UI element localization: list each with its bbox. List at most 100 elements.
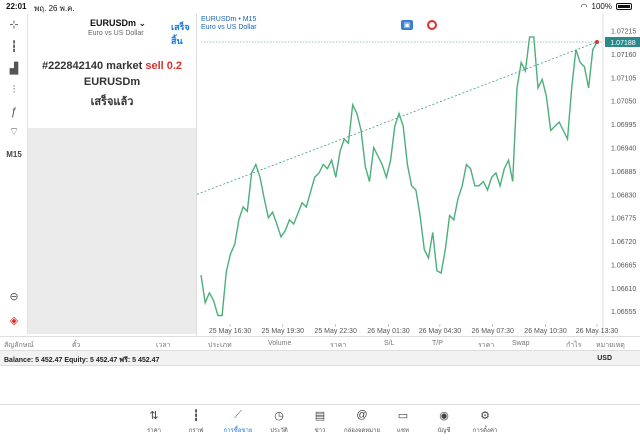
x-tick-label: 26 May 07:30: [472, 328, 515, 335]
battery-icon: [616, 3, 632, 10]
timeframe-button[interactable]: M15: [6, 149, 22, 159]
symbol-description: Euro vs US Dollar: [88, 30, 144, 37]
x-tick-label: 25 May 22:30: [314, 328, 357, 335]
balance-bar: Balance: 5 452.47 Equity: 5 452.47 ฟรี: …: [0, 350, 640, 366]
chevron-down-icon: ⌄: [138, 18, 147, 28]
positions-table-header: สัญลักษณ์ ตั๋ว เวลา ประเภท Volume ราคา S…: [0, 336, 640, 350]
balance-currency: USD: [597, 355, 612, 362]
y-tick-label: 1.06775: [611, 216, 636, 223]
current-price-label: 1.07188: [610, 40, 635, 47]
order-summary: #222842140 market sell 0.2: [28, 60, 196, 72]
x-tick-label: 25 May 16:30: [209, 328, 252, 335]
col-symbol: สัญลักษณ์: [4, 342, 34, 349]
nav-chart[interactable]: ┇ กราฟ: [176, 409, 216, 435]
col-profit: กำไร: [566, 342, 582, 349]
nav-accounts[interactable]: ◉ บัญชี: [424, 409, 464, 435]
crosshair-icon[interactable]: ⊹: [9, 18, 19, 31]
order-side: sell 0.2: [145, 60, 183, 72]
price-chart[interactable]: 1.07215 1.07160 1.07105 1.07050 1.06995 1.069…: [197, 14, 640, 336]
nav-label: บัญชี: [437, 428, 451, 434]
y-tick-label: 1.06885: [611, 169, 636, 176]
bottom-navigation: ⇅ ราคา ┇ กราฟ ⟋ การซื้อขาย ◷ ประวัติ ▤ ข่าว @…: [0, 404, 640, 447]
status-time: 22:01: [6, 2, 27, 11]
col-price: ราคา: [330, 342, 347, 349]
trendline: [197, 41, 598, 195]
y-tick-label: 1.07160: [611, 52, 636, 59]
nav-mailbox[interactable]: @ กล่องจดหมาย: [342, 409, 382, 435]
candles-icon[interactable]: ┇: [10, 40, 18, 53]
nav-label: ประวัติ: [270, 428, 288, 434]
col-sl: S/L: [384, 340, 395, 347]
wifi-icon: ◠: [580, 2, 588, 11]
y-tick-label: 1.06995: [611, 122, 636, 129]
nav-quotes[interactable]: ⇅ ราคา: [134, 409, 174, 435]
nav-label: กล่องจดหมาย: [343, 428, 381, 434]
order-ticket: #222842140 market: [41, 60, 143, 72]
chart-area[interactable]: 1.07215 1.07160 1.07105 1.07050 1.06995 1.069…: [196, 14, 640, 336]
y-tick-label: 1.06665: [611, 262, 636, 269]
chart-toolbar: ⊹ ┇ ▟ ⫶ ƒ ⌔ M15 ⊖ ◈: [0, 14, 28, 334]
chart-icon: ┇: [192, 410, 200, 422]
current-price-box: [605, 36, 640, 47]
chat-icon: ▭: [397, 410, 409, 422]
nav-chat[interactable]: ▭ แชท: [383, 409, 423, 435]
nav-label: ข่าว: [314, 428, 326, 434]
col-type: ประเภท: [208, 342, 232, 349]
col-volume: Volume: [268, 340, 292, 347]
function-icon[interactable]: ƒ: [10, 106, 18, 118]
nav-label: การตั้งค่า: [472, 428, 498, 434]
x-tick-label: 26 May 04:30: [419, 328, 462, 335]
nav-label: กราฟ: [188, 428, 204, 434]
history-icon: ◷: [274, 410, 284, 422]
news-icon: ▤: [314, 410, 326, 422]
nav-trade[interactable]: ⟋ การซื้อขาย: [218, 409, 258, 435]
bars-icon[interactable]: ▟: [9, 62, 19, 75]
price-series-line: [200, 36, 598, 317]
chart-description: Euro vs US Dollar: [201, 24, 257, 31]
col-price2: ราคา: [478, 342, 495, 349]
symbol-selector[interactable]: EURUSDm ⌄: [90, 18, 146, 29]
shapes-icon[interactable]: ⌔: [8, 126, 20, 138]
status-bar: 22:01 พฤ. 26 พ.ค. ◠ 100%: [0, 0, 640, 14]
chart-symbol: EURUSDm • M15: [201, 16, 257, 23]
zoom-icon[interactable]: ⊖: [9, 290, 19, 303]
sliders-icon[interactable]: ⫶: [12, 83, 16, 96]
col-time: เวลา: [156, 342, 171, 349]
symbol-label: EURUSDm: [90, 18, 137, 28]
y-tick-label: 1.07215: [611, 29, 636, 36]
nav-label: ราคา: [147, 428, 161, 434]
order-status: เสร็จแล้ว: [90, 96, 134, 108]
status-date: พฤ. 26 พ.ค.: [34, 4, 75, 13]
mailbox-icon: @: [356, 409, 368, 421]
col-tp: T/P: [432, 340, 443, 347]
accounts-icon: ◉: [439, 410, 449, 422]
nav-news[interactable]: ▤ ข่าว: [300, 409, 340, 435]
nav-label: แชท: [397, 428, 409, 434]
col-comment: หมายเหตุ: [596, 342, 625, 349]
y-tick-label: 1.06940: [611, 145, 636, 152]
one-click-trade-icon[interactable]: ▣: [401, 20, 413, 30]
x-tick-label: 26 May 10:30: [524, 328, 567, 335]
col-swap: Swap: [512, 340, 530, 347]
y-tick-label: 1.06610: [611, 286, 636, 293]
y-tick-label: 1.06830: [611, 192, 636, 199]
quotes-icon: ⇅: [149, 410, 159, 422]
trend-endpoint-marker: [595, 39, 599, 44]
mt-logo-icon[interactable]: ◈: [9, 314, 19, 327]
alert-icon[interactable]: [427, 20, 437, 30]
chart-quick-icons: ▣: [401, 20, 437, 30]
nav-settings[interactable]: ⚙ การตั้งค่า: [465, 409, 505, 435]
y-tick-label: 1.07050: [611, 99, 636, 106]
done-button[interactable]: เสร็จสิ้น: [171, 22, 190, 46]
trade-icon: ⟋: [234, 409, 242, 421]
battery-percent: 100%: [591, 2, 612, 11]
x-tick-label: 26 May 01:30: [367, 328, 410, 335]
settings-icon: ⚙: [480, 410, 490, 422]
order-symbol: EURUSDm: [83, 76, 141, 88]
nav-history[interactable]: ◷ ประวัติ: [259, 409, 299, 435]
x-tick-label: 26 May 13:30: [576, 328, 619, 335]
balance-text: Balance: 5 452.47 Equity: 5 452.47 ฟรี: …: [4, 357, 160, 364]
x-tick-label: 25 May 19:30: [262, 328, 305, 335]
col-ticket: ตั๋ว: [72, 342, 81, 349]
status-right: ◠ 100%: [581, 2, 632, 11]
